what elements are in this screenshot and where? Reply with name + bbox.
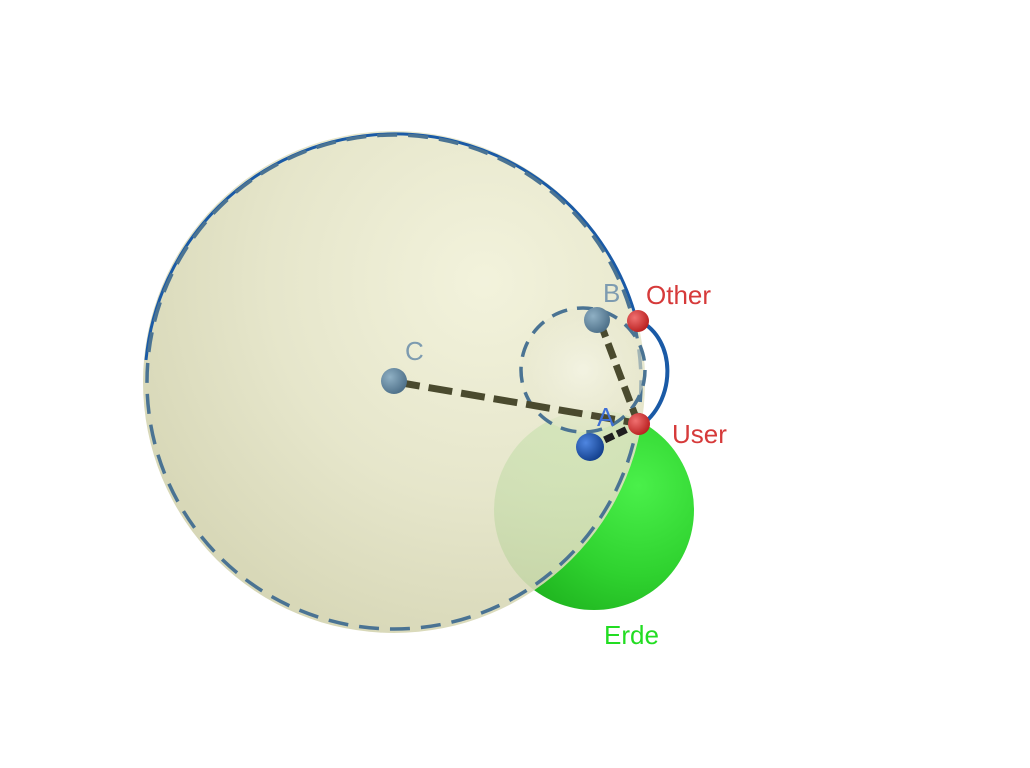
label-point-a: A [597,402,615,432]
small-sphere-dashed-circle [519,306,647,434]
point-user[interactable] [628,413,650,435]
label-user: User [672,419,727,449]
point-other[interactable] [627,310,649,332]
point-c[interactable] [381,368,407,394]
label-point-c: C [405,336,424,366]
label-other: Other [646,280,711,310]
label-point-b: B [603,278,620,308]
point-b[interactable] [584,307,610,333]
label-earth: Erde [604,620,659,650]
point-a[interactable] [576,433,604,461]
segment-b-user [596,320,642,425]
arc-other-user [638,319,670,426]
segment-c-user [395,378,637,427]
small-sphere[interactable] [521,308,645,432]
